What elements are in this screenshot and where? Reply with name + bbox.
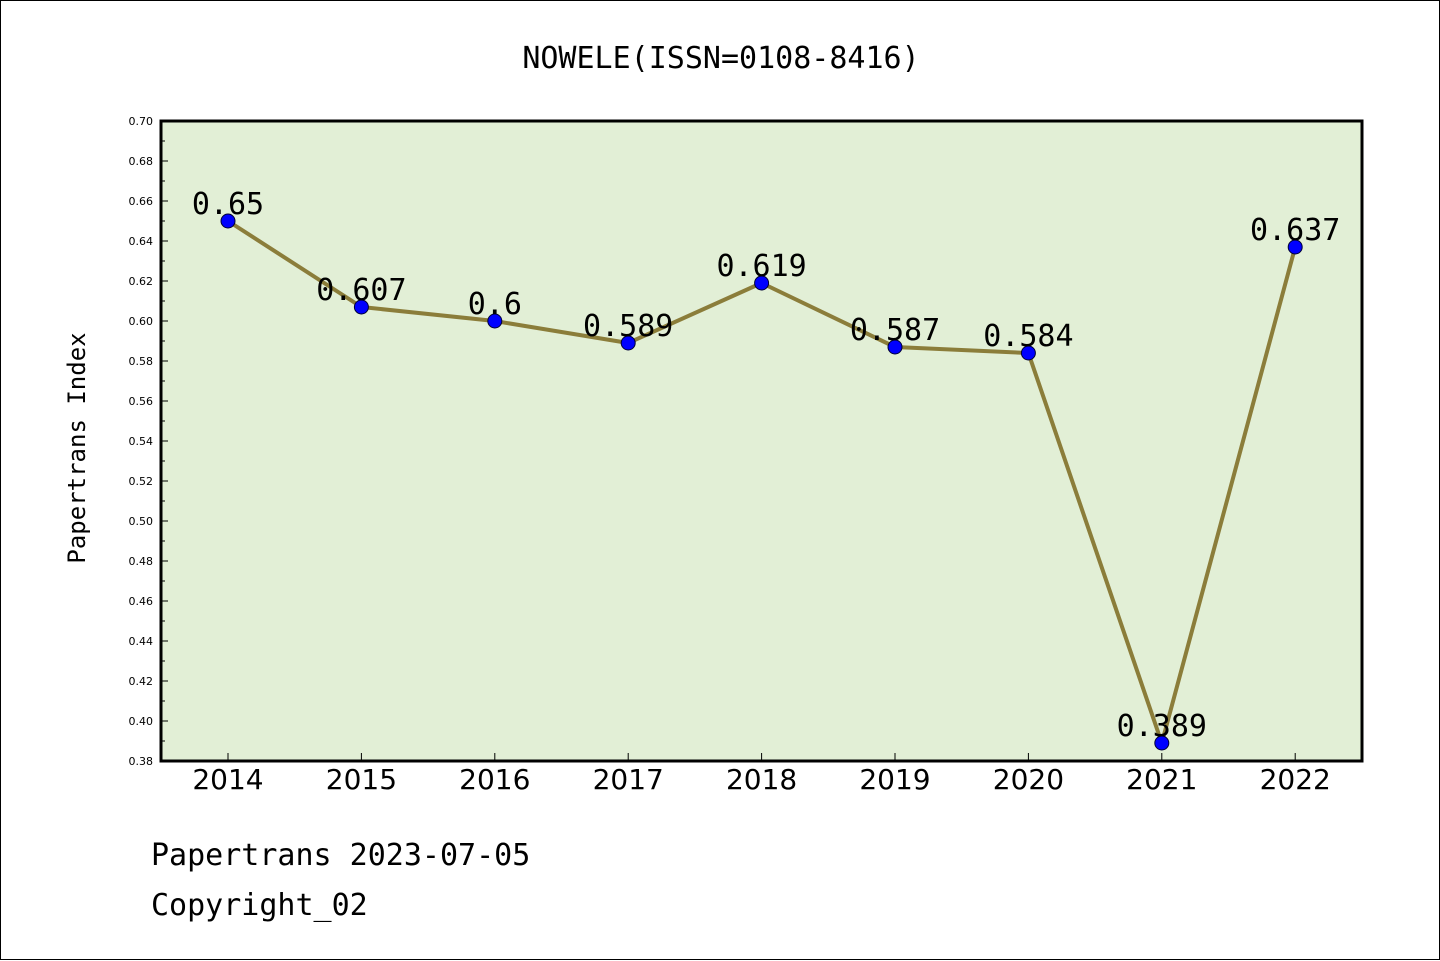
x-tick-label: 2017 [593, 763, 664, 796]
data-point [220, 213, 236, 229]
y-tick-label: 0.42 [129, 675, 154, 688]
data-label: 0.589 [583, 309, 673, 344]
footer-copyright: Copyright_02 [151, 888, 368, 923]
data-point [353, 299, 369, 315]
y-tick-label: 0.54 [129, 435, 154, 448]
x-tick-label: 2018 [726, 763, 797, 796]
x-tick-label: 2014 [192, 763, 263, 796]
data-point [887, 339, 903, 355]
data-point [620, 335, 636, 351]
y-tick-label: 0.48 [129, 555, 154, 568]
y-tick-label: 0.38 [129, 755, 154, 768]
data-label: 0.65 [192, 187, 264, 222]
y-tick-label: 0.56 [129, 395, 154, 408]
y-tick-label: 0.60 [129, 315, 154, 328]
data-point [487, 313, 503, 329]
x-tick-label: 2016 [459, 763, 530, 796]
data-point [1154, 735, 1170, 751]
data-labels: 0.65 0.607 0.6 0.589 0.619 0.587 0.584 0.389 0.6… [192, 187, 1340, 744]
y-tick-label: 0.68 [129, 155, 154, 168]
data-label: 0.6 [468, 287, 522, 322]
x-tick-label: 2019 [859, 763, 930, 796]
y-tick-label: 0.66 [129, 195, 154, 208]
data-label: 0.389 [1117, 709, 1207, 744]
y-tick-label: 0.44 [129, 635, 154, 648]
data-point [1020, 345, 1036, 361]
data-label: 0.637 [1250, 213, 1340, 248]
y-axis: 0.38 0.40 0.42 0.44 0.46 0.48 0.50 0.52 0.54 0.56… [129, 115, 168, 768]
x-tick-label: 2020 [993, 763, 1064, 796]
y-tick-label: 0.52 [129, 475, 154, 488]
x-tick-label: 2015 [326, 763, 397, 796]
data-points [220, 213, 1303, 751]
y-tick-label: 0.58 [129, 355, 154, 368]
y-tick-label: 0.46 [129, 595, 154, 608]
data-label: 0.587 [850, 313, 940, 348]
footer-date: Papertrans 2023-07-05 [151, 838, 530, 873]
data-label: 0.607 [316, 273, 406, 308]
y-tick-label: 0.62 [129, 275, 154, 288]
chart-title: NOWELE(ISSN=0108-8416) [522, 41, 919, 76]
data-point [1287, 239, 1303, 255]
x-tick-label: 2022 [1260, 763, 1331, 796]
plot-area [159, 119, 1364, 763]
x-axis: 2014 2015 2016 2017 2018 2019 2020 2021 2022 [192, 753, 1331, 796]
y-tick-label: 0.64 [129, 235, 154, 248]
x-tick-label: 2021 [1126, 763, 1197, 796]
data-point [754, 275, 770, 291]
y-axis-label: Papertrans Index [63, 332, 91, 563]
data-label: 0.584 [983, 319, 1073, 354]
data-label: 0.619 [716, 249, 806, 284]
y-tick-label: 0.70 [129, 115, 154, 128]
y-tick-label: 0.50 [129, 515, 154, 528]
y-tick-label: 0.40 [129, 715, 154, 728]
